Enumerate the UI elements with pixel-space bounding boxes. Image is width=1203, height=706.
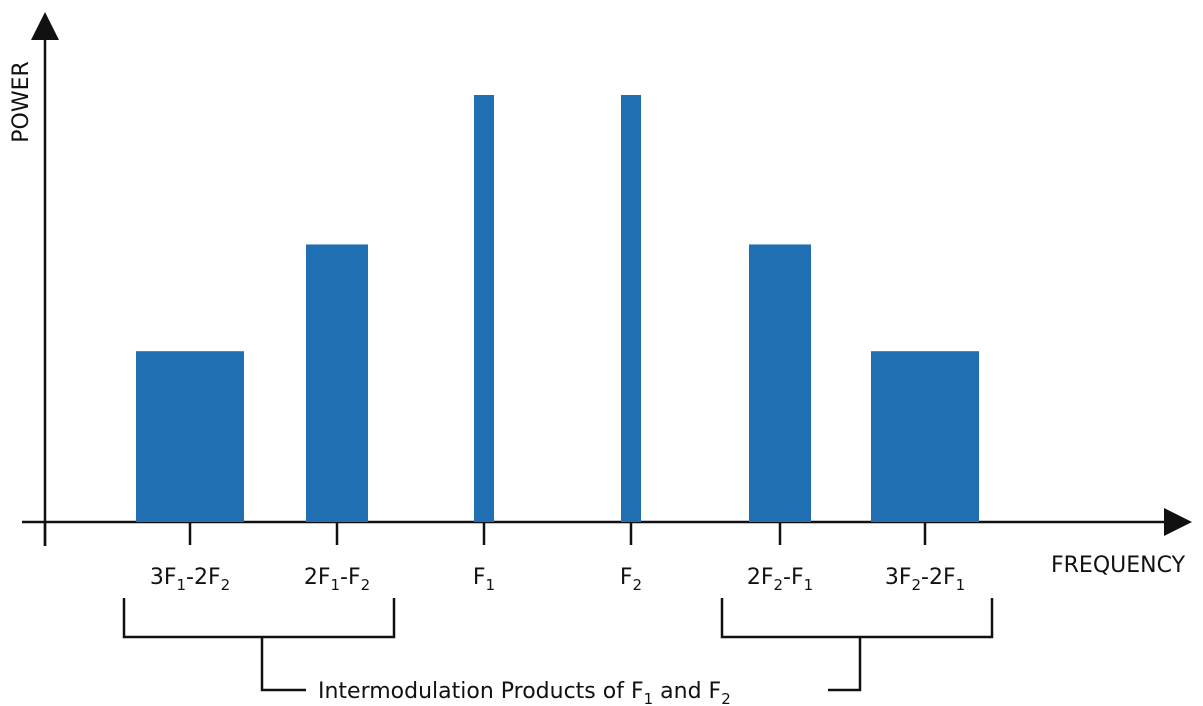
tick-label-subscript: 2	[221, 576, 231, 594]
bar-6	[871, 351, 979, 522]
tick-label-1: 3F1-2F2	[150, 565, 230, 594]
tick-label-subscript: 2	[361, 576, 371, 594]
y-axis-arrowhead	[31, 12, 59, 40]
left-bracket	[122, 598, 396, 692]
tick-label-subscript: 2	[633, 576, 643, 594]
bar-5	[749, 244, 811, 522]
tick-label-text: -F	[783, 565, 804, 590]
caption-text-1: Intermodulation Products of F	[318, 679, 644, 704]
tick-label-text: -2F	[921, 565, 956, 590]
x-axis-label: FREQUENCY	[1051, 553, 1186, 578]
x-axis-arrowhead	[1164, 508, 1192, 536]
tick-label-text: 3F	[885, 565, 912, 590]
tick-label-6: 3F2-2F1	[885, 565, 965, 594]
tick-label-subscript: 2	[911, 576, 921, 594]
tick-label-subscript: 1	[176, 576, 186, 594]
tick-label-text: -2F	[186, 565, 221, 590]
tick-label-subscript: 1	[486, 576, 496, 594]
tick-label-5: 2F2-F1	[747, 565, 813, 594]
tick-label-2: 2F1-F2	[304, 565, 370, 594]
caption: Intermodulation Products of F1 and F2	[318, 679, 731, 706]
tick-label-subscript: 1	[804, 576, 814, 594]
caption-sub-2: 2	[721, 690, 731, 706]
tick-label-subscript: 2	[773, 576, 783, 594]
tick-label-3: F1	[473, 565, 495, 594]
bars-group	[136, 95, 979, 522]
bar-3	[474, 95, 494, 522]
tick-label-4: F2	[620, 565, 642, 594]
tick-label-text: 2F	[747, 565, 774, 590]
caption-text-2: and F	[653, 679, 721, 704]
tick-label-subscript: 1	[956, 576, 966, 594]
tick-label-subscript: 1	[330, 576, 340, 594]
tick-label-text: F	[473, 565, 486, 590]
tick-label-text: 2F	[304, 565, 331, 590]
bar-4	[621, 95, 641, 522]
tick-label-text: 3F	[150, 565, 177, 590]
caption-sub-1: 1	[644, 690, 654, 706]
tick-label-text: F	[620, 565, 633, 590]
y-axis-label: POWER	[9, 61, 34, 143]
ticks-group: 3F1-2F2 2F1-F2 F1 F2 2F2-F1 3F2-2F1	[43, 522, 965, 594]
bar-2	[306, 244, 368, 522]
tick-label-text: -F	[340, 565, 361, 590]
right-bracket	[720, 598, 994, 692]
bar-1	[136, 351, 244, 522]
